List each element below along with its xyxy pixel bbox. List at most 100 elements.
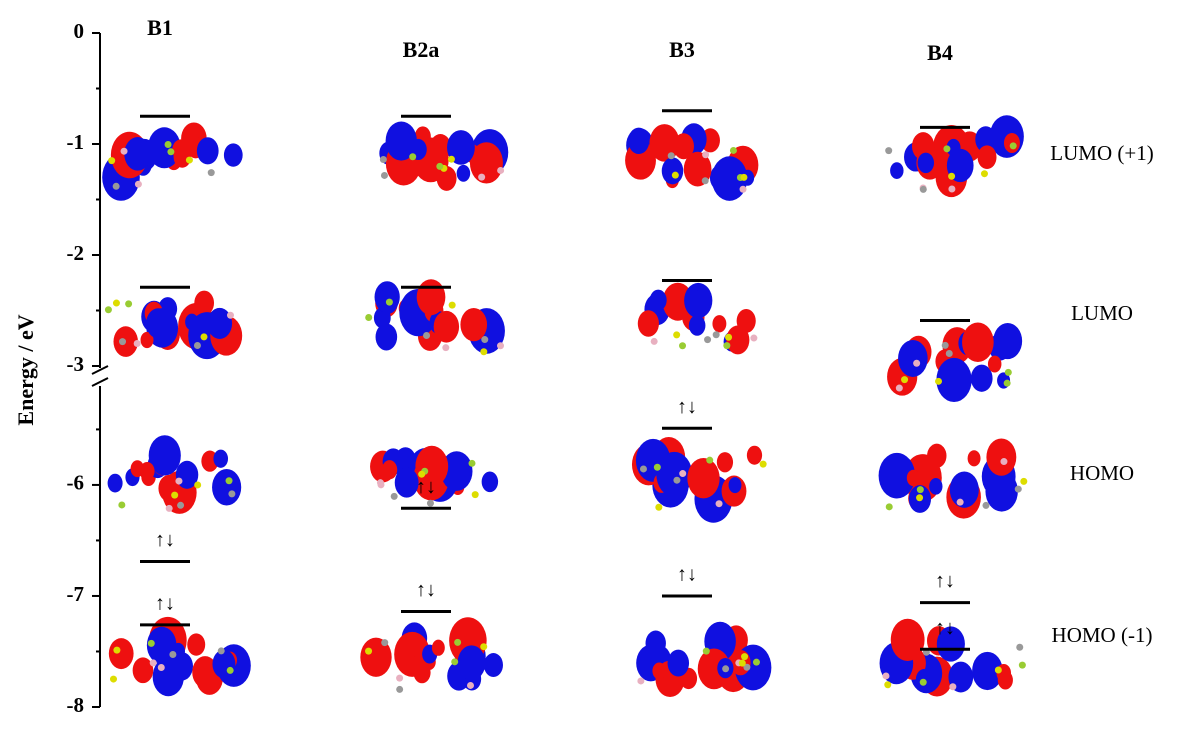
orbital-lobe xyxy=(650,290,667,311)
atom xyxy=(884,681,891,688)
atom xyxy=(396,686,403,693)
atom xyxy=(177,502,184,509)
atom xyxy=(982,502,989,509)
atom xyxy=(409,153,416,160)
orbital-lobe xyxy=(986,438,1016,475)
atom xyxy=(113,183,120,190)
atom xyxy=(935,378,942,385)
atom xyxy=(1016,644,1023,651)
atom xyxy=(981,170,988,177)
atom xyxy=(436,163,443,170)
orbital-lobe xyxy=(457,165,471,182)
orbital-lobe xyxy=(673,133,694,159)
atom xyxy=(175,478,182,485)
orbital-lobe xyxy=(662,157,684,184)
atom xyxy=(365,648,372,655)
orbital-lobe xyxy=(747,446,762,465)
orbital-lobe xyxy=(978,145,997,169)
atom xyxy=(920,186,927,193)
orbital-lobe xyxy=(131,460,145,477)
atom xyxy=(1015,486,1022,493)
orbital-lobe xyxy=(890,162,903,179)
atom xyxy=(668,152,675,159)
atom xyxy=(386,299,393,306)
molecule-label: B2a xyxy=(403,37,440,62)
atom xyxy=(739,660,746,667)
orbital-label: LUMO (+1) xyxy=(1050,141,1153,165)
electron-pair: ↑↓ xyxy=(416,579,436,601)
orbital-lobe xyxy=(646,631,666,657)
atom xyxy=(381,639,388,646)
atom xyxy=(741,653,748,660)
atom xyxy=(449,302,456,309)
atom xyxy=(119,338,126,345)
electron-pair: ↑↓ xyxy=(677,564,697,586)
orbital-lobe xyxy=(153,657,184,696)
y-tick-label: 0 xyxy=(74,19,85,43)
atom xyxy=(730,147,737,154)
atom xyxy=(380,156,387,163)
y-axis-label: Energy / eV xyxy=(13,314,38,425)
atom xyxy=(702,151,709,158)
atom xyxy=(108,157,115,164)
orbital-lobe xyxy=(410,656,425,675)
orbital-lobe xyxy=(382,460,397,479)
orbital-lobe xyxy=(194,291,214,316)
orbital-lobe xyxy=(638,310,659,336)
atom xyxy=(497,167,504,174)
orbital-lobe xyxy=(988,356,1002,373)
orbital-lobe xyxy=(993,323,1022,359)
atom xyxy=(750,335,757,342)
orbital-lobe xyxy=(628,128,649,154)
orbital-lobe xyxy=(918,153,934,174)
atom xyxy=(165,141,172,148)
atom xyxy=(995,667,1002,674)
electron-pair: ↑↓ xyxy=(935,570,955,592)
atom xyxy=(135,181,142,188)
chart: Energy / eV 0-1-2-3-6-7-8LUMO (+1)LUMOHO… xyxy=(0,0,1183,742)
atom xyxy=(740,174,747,181)
atom xyxy=(946,350,953,357)
atom xyxy=(365,314,372,321)
atom xyxy=(957,499,964,506)
orbital-lobe xyxy=(395,468,419,498)
orbital-lobe xyxy=(109,638,134,669)
atom xyxy=(703,648,710,655)
y-tick-label: -1 xyxy=(67,130,85,154)
y-tick-label: -2 xyxy=(67,241,85,265)
orbital-images xyxy=(102,115,1027,697)
atom xyxy=(442,344,449,351)
atom xyxy=(716,500,723,507)
orbital-lobe xyxy=(891,619,925,661)
atom xyxy=(158,664,165,671)
atom xyxy=(673,477,680,484)
atom xyxy=(113,647,120,654)
orbital-lobe xyxy=(108,474,123,493)
atom xyxy=(194,481,201,488)
atom xyxy=(679,470,686,477)
atom xyxy=(478,174,485,181)
atom xyxy=(637,677,644,684)
orbital-lobe xyxy=(432,640,445,656)
atom xyxy=(194,342,201,349)
atom xyxy=(448,156,455,163)
orbital-lobe xyxy=(417,279,446,315)
atom xyxy=(651,338,658,345)
orbital-label: HOMO (-1) xyxy=(1052,623,1153,647)
atom xyxy=(166,505,173,512)
atom xyxy=(200,333,207,340)
atom xyxy=(226,477,233,484)
y-tick-label: -3 xyxy=(67,352,85,376)
atom xyxy=(150,659,157,666)
atom xyxy=(423,332,430,339)
atom xyxy=(913,360,920,367)
atom xyxy=(901,376,908,383)
orbital-lobe xyxy=(482,472,498,493)
atom xyxy=(896,385,903,392)
atom xyxy=(948,173,955,180)
atom xyxy=(227,312,234,319)
orbital-lobe xyxy=(212,650,235,679)
molecule-label: B3 xyxy=(669,37,695,62)
atom xyxy=(105,306,112,313)
orbital-lobe xyxy=(376,323,398,350)
